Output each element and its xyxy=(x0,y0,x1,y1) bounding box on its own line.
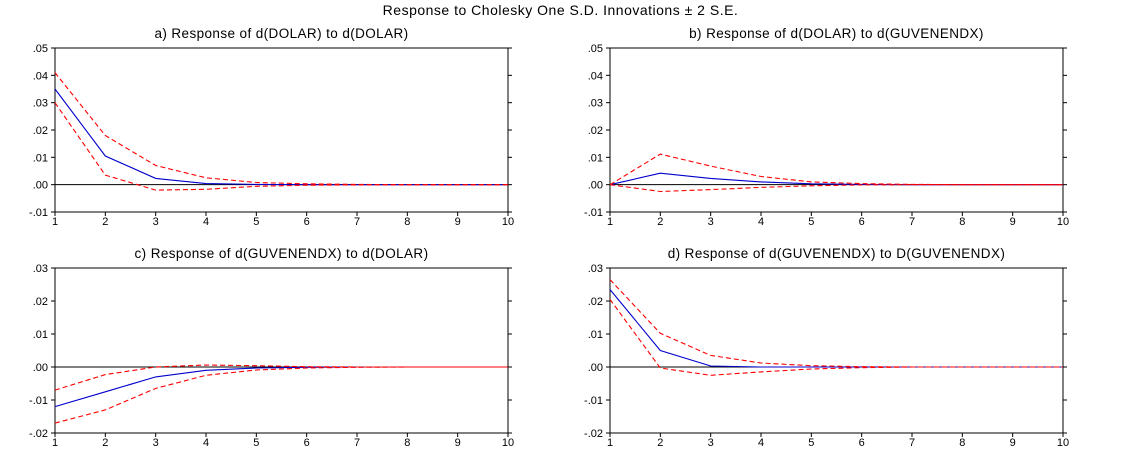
x-tick-label: 3 xyxy=(153,216,159,228)
y-tick-label: .00 xyxy=(33,180,48,192)
y-tick-label: .01 xyxy=(33,329,48,341)
series-response-line xyxy=(609,289,1063,368)
y-tick-label: -.02 xyxy=(29,428,48,440)
y-tick-label: .00 xyxy=(33,362,48,374)
y-tick-label: .04 xyxy=(588,70,603,82)
y-tick-label: -.02 xyxy=(584,428,603,440)
panel-title: d) Response of d(GUVENENDX) to D(GUVENEN… xyxy=(668,246,1006,261)
x-tick-label: 5 xyxy=(253,216,259,228)
series-response-line xyxy=(54,366,508,408)
x-tick-label: 2 xyxy=(102,437,108,449)
x-tick-label: 3 xyxy=(708,437,714,449)
x-tick-label: 9 xyxy=(1010,216,1016,228)
y-tick-label: -.01 xyxy=(584,207,603,219)
panel-4: d) Response of d(GUVENENDX) to D(GUVENEN… xyxy=(584,246,1069,449)
y-tick-label: -.01 xyxy=(584,395,603,407)
x-tick-label: 7 xyxy=(909,437,915,449)
x-tick-label: 3 xyxy=(153,437,159,449)
x-tick-label: 3 xyxy=(708,216,714,228)
x-tick-label: 7 xyxy=(354,216,360,228)
y-tick-label: .04 xyxy=(33,70,48,82)
x-tick-label: 1 xyxy=(52,437,58,449)
figure-title: Response to Cholesky One S.D. Innovation… xyxy=(382,2,739,18)
x-tick-label: 2 xyxy=(657,216,663,228)
x-tick-label: 8 xyxy=(959,216,965,228)
y-tick-label: .02 xyxy=(33,296,48,308)
x-tick-label: 7 xyxy=(909,216,915,228)
y-tick-label: -.01 xyxy=(29,395,48,407)
x-tick-label: 1 xyxy=(52,216,58,228)
series-response-line xyxy=(609,172,1063,186)
y-tick-label: .01 xyxy=(33,152,48,164)
x-tick-label: 6 xyxy=(859,216,865,228)
x-tick-label: 6 xyxy=(859,437,865,449)
y-tick-label: .03 xyxy=(588,98,603,110)
x-tick-label: 10 xyxy=(1057,216,1069,228)
x-tick-label: 4 xyxy=(203,437,209,449)
panel-title: c) Response of d(GUVENENDX) to d(DOLAR) xyxy=(135,246,429,261)
series-lower-line xyxy=(54,102,508,191)
x-tick-label: 5 xyxy=(808,437,814,449)
x-tick-label: 9 xyxy=(455,437,461,449)
panel-1: a) Response of d(DOLAR) to d(DOLAR) -.01.… xyxy=(29,26,514,228)
x-tick-label: 4 xyxy=(203,216,209,228)
x-tick-label: 2 xyxy=(657,437,663,449)
x-tick-label: 1 xyxy=(607,216,613,228)
x-tick-label: 8 xyxy=(404,216,410,228)
x-tick-label: 10 xyxy=(502,216,514,228)
panel-2: b) Response of d(DOLAR) to d(GUVENENDX) -… xyxy=(584,26,1069,228)
y-tick-label: .05 xyxy=(588,43,603,55)
x-tick-label: 10 xyxy=(1057,437,1069,449)
x-tick-label: 6 xyxy=(304,216,310,228)
y-tick-label: .02 xyxy=(33,125,48,137)
x-tick-label: 4 xyxy=(758,216,764,228)
y-tick-label: .02 xyxy=(588,125,603,137)
x-tick-label: 6 xyxy=(304,437,310,449)
y-tick-label: .00 xyxy=(588,362,603,374)
x-tick-label: 1 xyxy=(607,437,613,449)
plot-frame xyxy=(609,47,1064,213)
y-tick-label: .00 xyxy=(588,180,603,192)
panel-title: b) Response of d(DOLAR) to d(GUVENENDX) xyxy=(689,26,984,41)
x-tick-label: 9 xyxy=(1010,437,1016,449)
plot-frame xyxy=(609,267,1064,434)
x-tick-label: 10 xyxy=(502,437,514,449)
y-tick-label: .02 xyxy=(588,296,603,308)
y-tick-label: .05 xyxy=(33,43,48,55)
y-tick-label: .01 xyxy=(588,152,603,164)
plot-frame xyxy=(54,267,509,434)
y-tick-label: -.01 xyxy=(29,207,48,219)
series-lower-line xyxy=(609,184,1063,193)
x-tick-label: 5 xyxy=(808,216,814,228)
y-tick-label: .03 xyxy=(588,263,603,275)
x-tick-label: 2 xyxy=(102,216,108,228)
y-tick-label: .03 xyxy=(33,98,48,110)
x-tick-label: 4 xyxy=(758,437,764,449)
series-upper-line xyxy=(609,279,1063,368)
y-tick-label: .01 xyxy=(588,329,603,341)
series-upper-line xyxy=(609,153,1063,186)
panel-3: c) Response of d(GUVENENDX) to d(DOLAR) -… xyxy=(29,246,514,449)
x-tick-label: 7 xyxy=(354,437,360,449)
x-tick-label: 9 xyxy=(455,216,461,228)
series-response-line xyxy=(54,88,508,186)
x-tick-label: 8 xyxy=(404,437,410,449)
plot-frame xyxy=(54,47,509,213)
series-lower-line xyxy=(609,299,1063,376)
x-tick-label: 8 xyxy=(959,437,965,449)
series-upper-line xyxy=(54,72,508,186)
series-lower-line xyxy=(54,366,508,424)
panel-title: a) Response of d(DOLAR) to d(DOLAR) xyxy=(154,26,408,41)
y-tick-label: .03 xyxy=(33,263,48,275)
x-tick-label: 5 xyxy=(253,437,259,449)
